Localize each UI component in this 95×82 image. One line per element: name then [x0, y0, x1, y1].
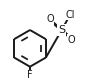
Text: S: S — [58, 25, 65, 35]
Text: O: O — [68, 35, 76, 45]
Text: F: F — [27, 70, 33, 80]
Text: O: O — [46, 14, 54, 24]
Text: Cl: Cl — [65, 10, 75, 20]
